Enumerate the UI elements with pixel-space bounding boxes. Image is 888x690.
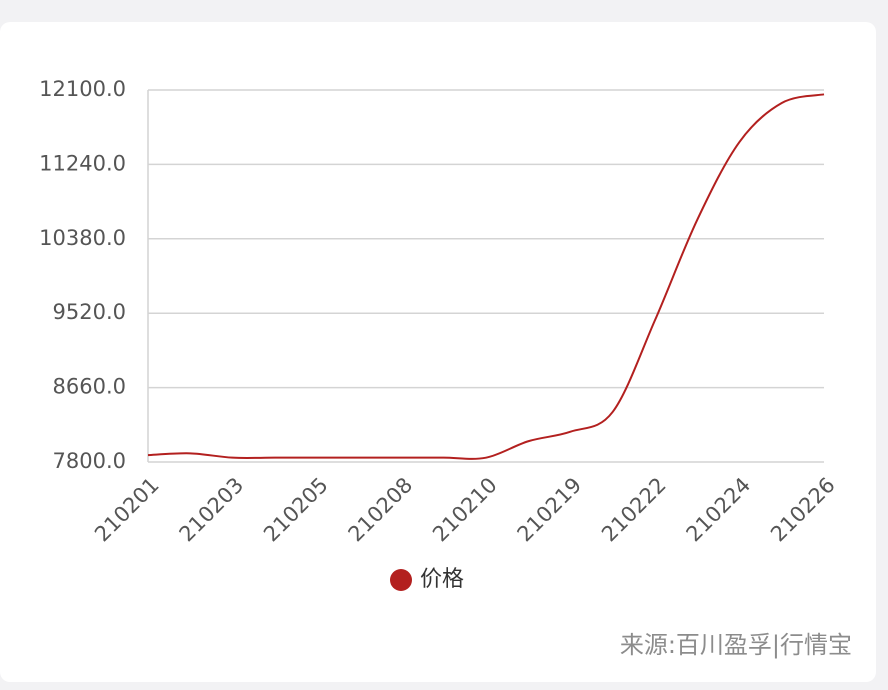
x-tick-label: 210205 xyxy=(259,473,333,547)
y-tick-label: 8660.0 xyxy=(53,375,126,399)
y-tick-label: 7800.0 xyxy=(53,449,126,473)
y-tick-label: 12100.0 xyxy=(39,77,126,101)
x-tick-label: 210224 xyxy=(682,473,756,547)
legend-label: 价格 xyxy=(420,567,464,592)
line xyxy=(147,93,825,460)
y-tick-label: 9520.0 xyxy=(53,300,126,324)
x-tick-label: 210208 xyxy=(344,473,418,547)
x-tick-label: 210219 xyxy=(513,473,587,547)
x-tick-label: 210226 xyxy=(766,473,840,547)
source: 来源:百川盈孚|行情宝 xyxy=(620,631,852,659)
x-tick-label: 210203 xyxy=(175,473,249,547)
y-tick-label: 11240.0 xyxy=(39,151,126,175)
x-tick-label: 210210 xyxy=(428,473,502,547)
x-tick-label: 210201 xyxy=(90,473,164,547)
card xyxy=(0,22,876,682)
x-tick-label: 210222 xyxy=(597,473,671,547)
y-tick-label: 10380.0 xyxy=(39,226,126,250)
legend-marker xyxy=(390,569,412,591)
